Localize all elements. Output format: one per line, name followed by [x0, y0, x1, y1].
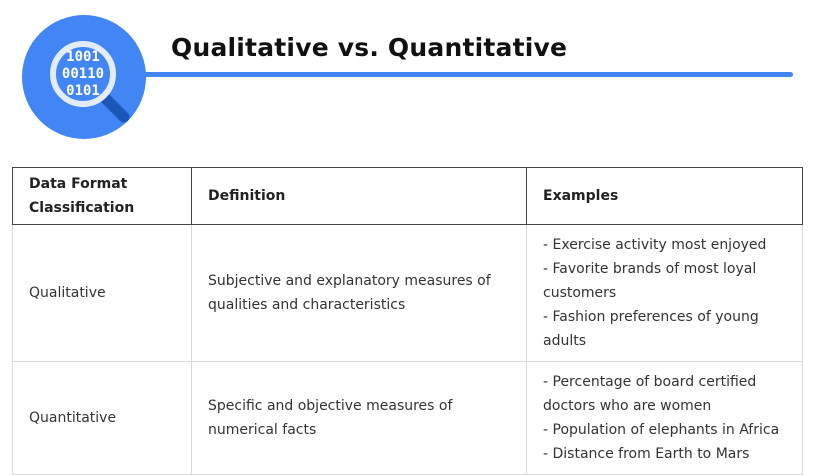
header: 1001 00110 0101 Qualitative vs. Quantita…: [0, 0, 823, 150]
example-item: - Population of elephants in Africa: [543, 422, 780, 438]
definition-cell: Specific and objective measures of numer…: [191, 361, 527, 475]
logo-binary-line-1: 1001: [66, 49, 100, 65]
magnifier-handle: [99, 92, 130, 123]
table-row: Qualitative Subjective and explanatory m…: [12, 224, 803, 362]
example-item: - Percentage of board certified doctors …: [543, 374, 757, 414]
example-item: - Distance from Earth to Mars: [543, 446, 750, 462]
binary-magnifier-icon: 1001 00110 0101: [22, 15, 146, 139]
table-header-row: Data Format Classification Definition Ex…: [12, 167, 803, 225]
classification-cell: Qualitative: [12, 224, 192, 362]
classification-cell: Quantitative: [12, 361, 192, 475]
page-title: Qualitative vs. Quantitative: [171, 33, 568, 62]
table-row: Quantitative Specific and objective meas…: [12, 361, 803, 475]
header-classification: Data Format Classification: [12, 167, 192, 225]
title-underline: [130, 72, 793, 77]
data-format-table: Data Format Classification Definition Ex…: [12, 167, 803, 475]
header-examples: Examples: [526, 167, 803, 225]
example-item: - Fashion preferences of young adults: [543, 309, 759, 349]
header-definition: Definition: [191, 167, 527, 225]
logo-binary-line-2: 00110: [62, 66, 104, 82]
examples-cell: - Exercise activity most enjoyed - Favor…: [526, 224, 803, 362]
logo-binary-line-3: 0101: [66, 83, 100, 99]
definition-cell: Subjective and explanatory measures of q…: [191, 224, 527, 362]
example-item: - Exercise activity most enjoyed: [543, 237, 767, 253]
examples-cell: - Percentage of board certified doctors …: [526, 361, 803, 475]
example-item: - Favorite brands of most loyal customer…: [543, 261, 757, 301]
magnifier-lens: [50, 41, 116, 107]
